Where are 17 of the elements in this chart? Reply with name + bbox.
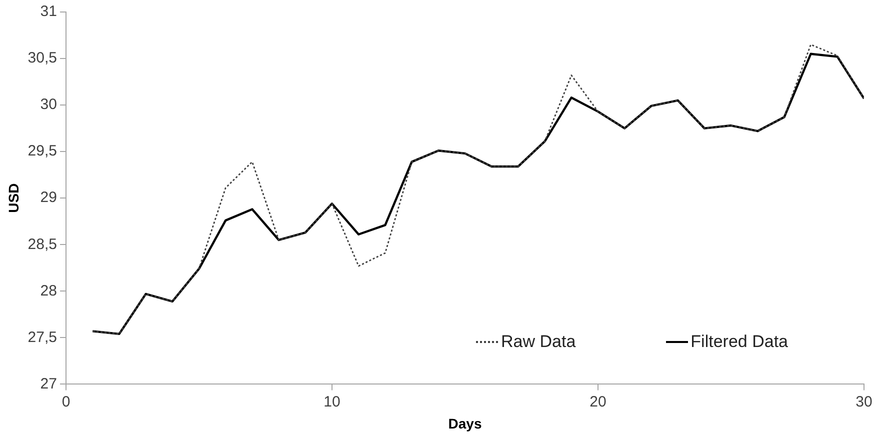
y-axis-title: USD (5, 183, 22, 213)
y-tick-label: 28,5 (28, 236, 57, 253)
x-tick-label: 20 (590, 393, 606, 410)
y-tick-label: 28 (40, 282, 57, 300)
x-tick-label: 0 (62, 393, 70, 410)
y-tick-label: 30 (40, 96, 57, 114)
x-tick-label: 10 (324, 393, 340, 410)
y-tick-label: 29 (40, 189, 57, 206)
y-tick-label: 31 (40, 3, 57, 20)
legend-label: Filtered Data (690, 332, 788, 352)
y-tick-label: 27 (40, 375, 57, 392)
x-tick-label: 30 (856, 393, 872, 410)
y-tick-label: 29,5 (28, 142, 57, 160)
y-tick-label: 30,5 (28, 50, 57, 67)
y-tick-label: 27,5 (28, 328, 57, 346)
x-axis-title: Days (448, 415, 482, 432)
legend-label: Raw Data (501, 332, 576, 352)
